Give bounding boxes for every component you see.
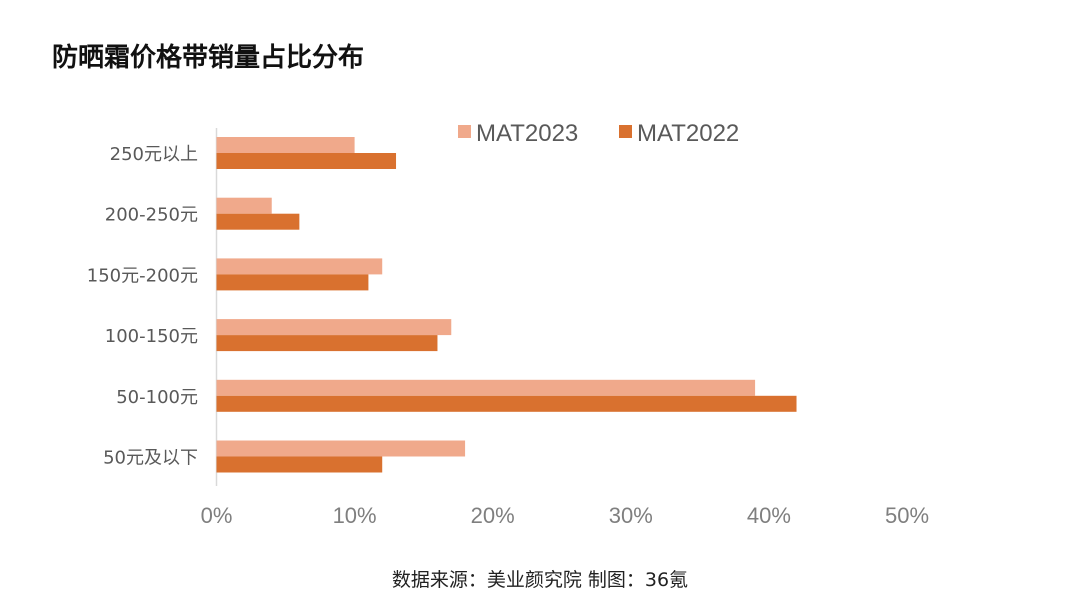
- bar-mat2023: [216, 379, 756, 396]
- bar-mat2023: [216, 319, 452, 336]
- category-label: 100-150元: [105, 326, 198, 347]
- x-tick-label: 50%: [885, 503, 929, 528]
- bar-mat2022: [216, 213, 300, 230]
- category-label: 150元-200元: [87, 265, 198, 286]
- category-label: 50元及以下: [103, 448, 198, 469]
- bar-mat2022: [216, 395, 797, 412]
- x-tick-label: 30%: [609, 503, 653, 528]
- x-tick-label: 10%: [333, 503, 377, 528]
- legend: MAT2023 MAT2022: [458, 120, 739, 147]
- x-tick-label: 20%: [471, 503, 515, 528]
- category-label: 250元以上: [110, 144, 198, 165]
- bar-mat2022: [216, 274, 369, 291]
- legend-label-mat2022: MAT2022: [637, 120, 739, 147]
- source-note: 数据来源：美业颜究院 制图：36氪: [392, 569, 688, 591]
- bar-mat2023: [216, 197, 272, 214]
- bar-mat2022: [216, 456, 383, 473]
- x-tick-label: 0%: [201, 503, 233, 528]
- bar-mat2023: [216, 258, 383, 275]
- legend-swatch-mat2023: [458, 125, 471, 138]
- bar-mat2023: [216, 440, 466, 457]
- category-label: 200-250元: [105, 205, 198, 226]
- legend-label-mat2023: MAT2023: [476, 120, 578, 147]
- bar-mat2022: [216, 335, 438, 352]
- category-label: 50-100元: [116, 387, 198, 408]
- bar-mat2022: [216, 153, 397, 169]
- x-tick-label: 40%: [747, 503, 791, 528]
- chart-title: 防晒霜价格带销量占比分布: [52, 42, 364, 73]
- bar-mat2023: [216, 137, 355, 153]
- legend-swatch-mat2022: [619, 125, 632, 138]
